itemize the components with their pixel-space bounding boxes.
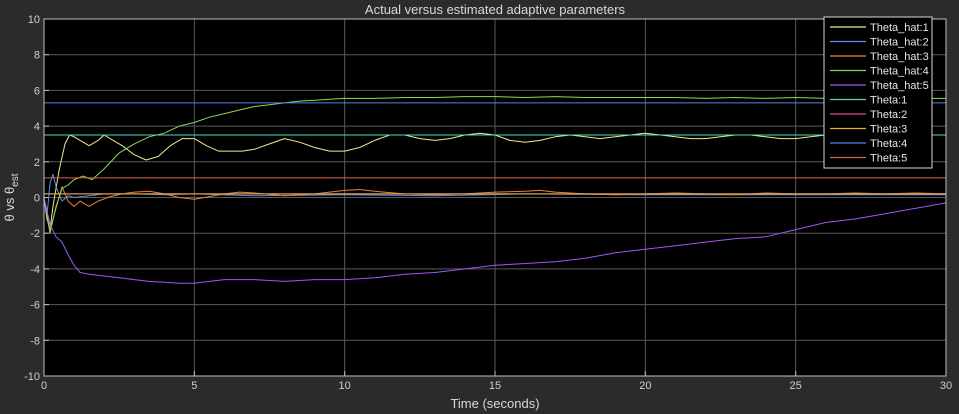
series-line-theta-hat-1 bbox=[43, 132, 946, 231]
y-tick-label: -6 bbox=[30, 300, 40, 312]
y-tick-label: 10 bbox=[28, 14, 40, 26]
x-tick-label: 15 bbox=[489, 380, 501, 392]
legend-theta-3-label: Theta:3 bbox=[870, 124, 907, 136]
series-line-theta-hat-4 bbox=[43, 96, 946, 234]
y-tick-label: 4 bbox=[34, 121, 40, 133]
y-tick-label: -8 bbox=[30, 335, 40, 347]
legend-theta-hat-3-label: Theta_hat:3 bbox=[870, 51, 929, 63]
y-tick-label: -2 bbox=[30, 228, 40, 240]
tick-labels: 0 5 10 15 20 25 30 -10 -8 -6 -4 -2 0 2 4 6 8 10 bbox=[24, 14, 952, 392]
series-lines bbox=[43, 96, 947, 284]
y-tick-label: 8 bbox=[34, 50, 40, 62]
x-tick-label: 30 bbox=[940, 380, 952, 392]
plot-frame bbox=[43, 18, 947, 377]
legend-theta-2-label: Theta:2 bbox=[870, 109, 907, 121]
y-axis-label: θ vs θest bbox=[2, 173, 21, 221]
legend-theta-hat-4-label: Theta_hat:4 bbox=[870, 66, 929, 78]
series-line-theta-hat-5 bbox=[43, 197, 947, 284]
legend-theta-hat-1-label: Theta_hat:1 bbox=[870, 22, 929, 34]
y-tick-label: 2 bbox=[34, 157, 40, 169]
x-tick-label: 0 bbox=[41, 380, 47, 392]
legend-theta-1-label: Theta:1 bbox=[870, 95, 907, 107]
legend: Theta_hat:1 Theta_hat:2 Theta_hat:3 Theta_h… bbox=[823, 16, 933, 169]
x-tick-label: 10 bbox=[339, 380, 351, 392]
y-tick-label: 0 bbox=[34, 193, 40, 205]
legend-theta-hat-5-label: Theta_hat:5 bbox=[870, 80, 929, 92]
x-tick-label: 5 bbox=[191, 380, 197, 392]
legend-theta-4-label: Theta:4 bbox=[870, 138, 907, 150]
chart-title: Actual versus estimated adaptive paramet… bbox=[365, 2, 626, 17]
x-axis-label: Time (seconds) bbox=[450, 396, 539, 411]
legend-theta-hat-2-label: Theta_hat:2 bbox=[870, 37, 929, 49]
y-tick-label: -4 bbox=[30, 264, 40, 276]
x-tick-label: 25 bbox=[790, 380, 802, 392]
y-axis-label-main: θ vs θ bbox=[2, 187, 17, 222]
y-tick-label: -10 bbox=[24, 371, 40, 383]
series-line-theta-hat-3 bbox=[43, 186, 947, 231]
y-tick-label: 6 bbox=[34, 85, 40, 97]
legend-theta-5-label: Theta:5 bbox=[870, 153, 907, 165]
x-tick-label: 20 bbox=[639, 380, 651, 392]
y-axis-label-subscript: est bbox=[10, 173, 21, 187]
